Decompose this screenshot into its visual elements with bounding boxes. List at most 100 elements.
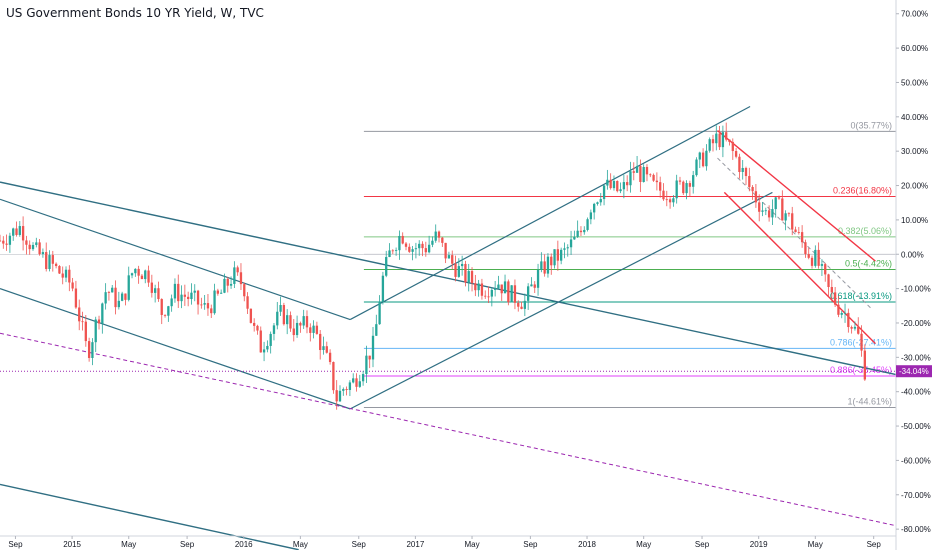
trend-line-falling-mid[interactable] <box>717 157 873 310</box>
candle-body <box>804 242 807 255</box>
candle-body <box>530 284 533 287</box>
candle-body <box>814 249 817 266</box>
candle-body <box>312 325 315 333</box>
candle-body <box>622 182 626 190</box>
candles <box>0 122 866 410</box>
candle-body <box>668 199 672 203</box>
candle-body <box>64 269 68 278</box>
candle-body <box>725 132 728 140</box>
candle-body <box>137 268 140 276</box>
candle-body <box>616 180 619 192</box>
candle-body <box>51 255 54 264</box>
candle-body <box>365 355 368 375</box>
candle-body <box>48 255 51 270</box>
candle-body <box>31 244 35 250</box>
y-tick-label: -10.00% <box>901 285 931 294</box>
trend-line-falling-channel-upper[interactable] <box>717 130 876 262</box>
candle-body <box>229 283 233 286</box>
candle-body <box>487 296 490 298</box>
candle-body <box>371 335 375 360</box>
candle-body <box>84 321 87 342</box>
candle-body <box>536 269 540 288</box>
trend-line-rising-channel-lower[interactable] <box>349 191 773 410</box>
candle-body <box>157 288 160 300</box>
candle-body <box>381 275 385 302</box>
candle-body <box>404 243 408 247</box>
candle-body <box>144 270 147 280</box>
candle-body <box>761 210 764 212</box>
candle-body <box>635 166 639 173</box>
current-value-label: -34.04% <box>899 367 929 376</box>
x-tick-label: Sep <box>8 540 23 549</box>
candle-body <box>25 240 28 245</box>
trend-line-support-dashed[interactable] <box>0 332 897 527</box>
candle-body <box>596 202 599 204</box>
trend-line-wedge-upper[interactable] <box>0 198 351 321</box>
candle-body <box>5 243 8 245</box>
candle-body <box>282 305 286 325</box>
trend-lines[interactable] <box>0 105 897 550</box>
candle-body <box>233 267 236 284</box>
candle-body <box>464 263 467 283</box>
candle-body <box>15 228 18 235</box>
y-tick-label: 0.00% <box>901 250 924 259</box>
trend-line-wedge-lower[interactable] <box>0 288 351 410</box>
candle-body <box>97 319 101 324</box>
candle-body <box>517 302 520 307</box>
candle-body <box>269 333 272 346</box>
trend-line-long-downtrend-upper[interactable] <box>0 181 897 376</box>
candle-body <box>863 350 866 380</box>
candle-body <box>295 322 299 336</box>
candle-body <box>8 235 12 245</box>
trend-line-rising-channel-upper[interactable] <box>349 105 751 321</box>
candle-body <box>368 355 371 360</box>
candle-body <box>299 322 302 326</box>
candle-body <box>153 288 157 293</box>
candle-body <box>843 312 847 314</box>
candle-body <box>675 180 678 199</box>
candle-body <box>117 300 120 308</box>
candle-body <box>467 271 470 283</box>
trend-line-falling-channel-lower[interactable] <box>723 191 876 345</box>
candle-body <box>249 308 253 323</box>
candle-body <box>315 325 319 334</box>
x-tick-label: Sep <box>867 540 882 549</box>
candle-body <box>352 378 355 383</box>
candle-body <box>246 296 249 309</box>
x-tick-label: May <box>636 540 651 549</box>
candle-body <box>434 231 437 241</box>
candle-body <box>454 263 457 277</box>
candle-body <box>41 252 45 255</box>
candle-body <box>566 247 569 249</box>
y-tick-label: 10.00% <box>901 216 928 225</box>
candle-body <box>758 202 761 212</box>
candle-body <box>460 263 464 267</box>
candle-body <box>503 281 507 294</box>
candle-body <box>309 327 312 333</box>
trend-line-bottom-downtrend[interactable] <box>0 483 299 550</box>
candle-body <box>68 269 71 283</box>
candle-body <box>817 249 820 266</box>
candle-body <box>28 244 31 250</box>
candle-body <box>662 190 665 200</box>
candle-body <box>160 299 163 315</box>
candle-body <box>692 175 695 187</box>
candle-body <box>328 352 332 363</box>
candle-body <box>820 264 824 266</box>
candle-body <box>764 210 767 212</box>
candle-body <box>91 342 94 358</box>
candle-body <box>738 156 741 172</box>
candle-body <box>810 257 814 266</box>
candle-body <box>262 349 266 353</box>
candle-body <box>583 229 586 233</box>
candle-body <box>101 303 104 324</box>
candle-body <box>718 133 721 148</box>
fibonacci-retracement[interactable]: 0(35.77%) 0.236(16.80%) 0.382(5.06%) 0.5(-4… <box>363 120 896 409</box>
x-tick-label: 2015 <box>63 540 81 549</box>
candle-body <box>216 290 220 294</box>
y-tick-label: -70.00% <box>901 491 931 500</box>
candle-body <box>163 314 167 316</box>
candle-body <box>602 185 606 200</box>
candle-body <box>510 285 513 303</box>
